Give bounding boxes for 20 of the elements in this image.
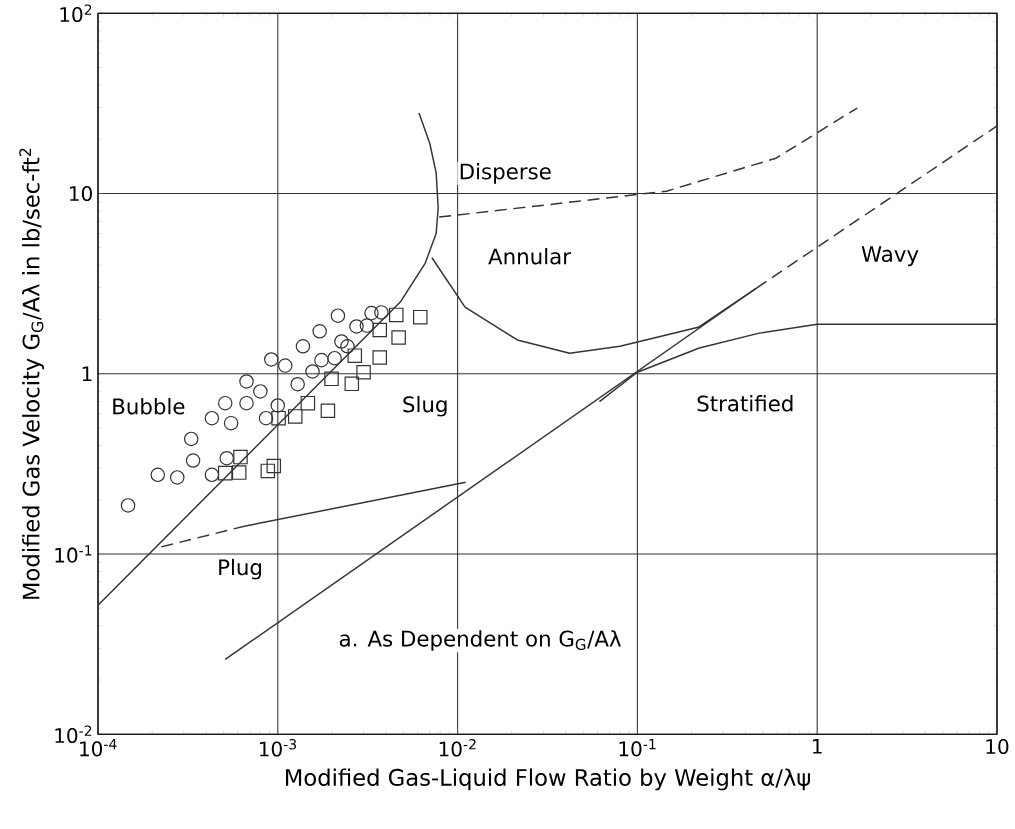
x-tick-label: 10$^{-1}$ <box>619 738 656 757</box>
y-tick-label: 10$^{2}$ <box>60 4 92 22</box>
x-tick-label: 1 <box>813 738 822 754</box>
y-axis-title: Modified Gas Velocity G$_{G}$/Aλ in lb/sec-ft$^{2}$ <box>19 148 45 599</box>
annotation: Plug <box>219 558 262 580</box>
annotation: Annular <box>488 247 571 265</box>
annotation: a. As Dependent on G$_{G}$/Aλ <box>339 630 621 651</box>
annotation: Stratified <box>697 394 793 412</box>
annotation: Slug <box>403 395 447 417</box>
annotation: Wavy <box>861 246 919 267</box>
x-tick-label: 10$^{-4}$ <box>80 738 117 757</box>
y-tick-label: 10$^{-1}$ <box>55 545 92 563</box>
annotation: Bubble <box>113 397 185 415</box>
annotation: Disperse <box>460 162 551 184</box>
x-tick-label: 10 <box>986 738 1009 754</box>
y-tick-label: 10 <box>70 185 92 201</box>
x-tick-label: 10$^{-3}$ <box>259 738 297 757</box>
x-axis-title: Modified Gas-Liquid Flow Ratio by Weight α/λψ <box>286 768 810 791</box>
y-tick-label: 1 <box>82 366 92 381</box>
x-tick-label: 10$^{-2}$ <box>439 738 476 757</box>
